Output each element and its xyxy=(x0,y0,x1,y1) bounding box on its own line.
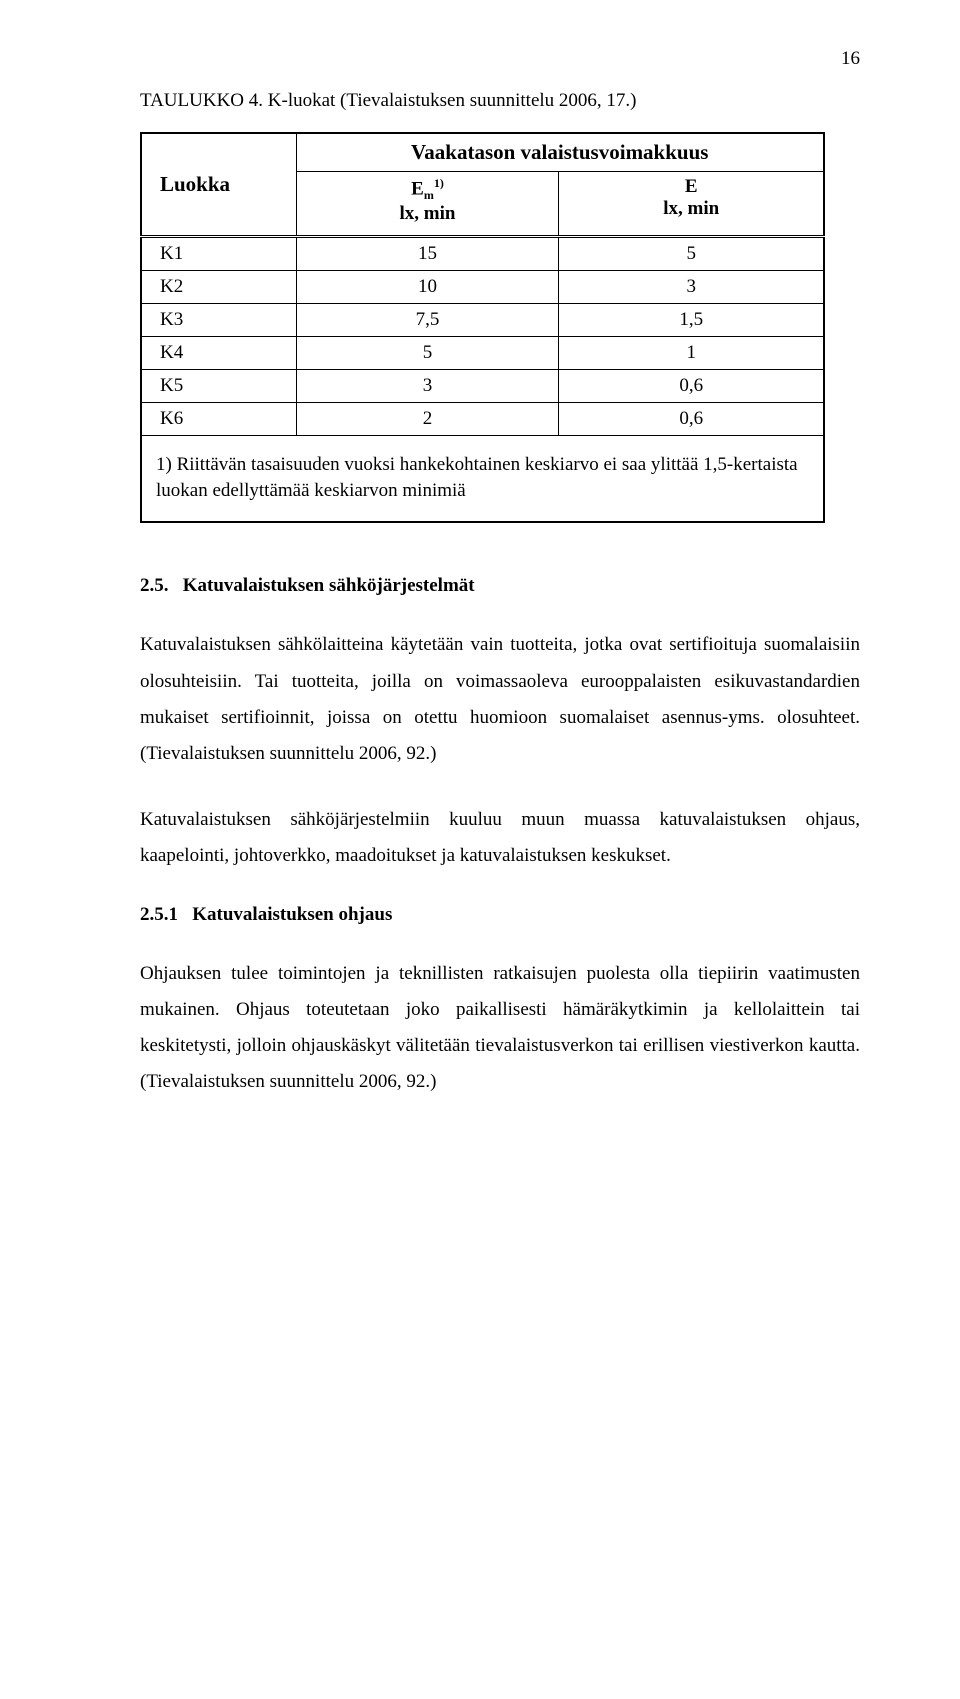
cell-em: 2 xyxy=(296,403,559,436)
cell-luokka: K2 xyxy=(141,271,296,304)
cell-em: 7,5 xyxy=(296,304,559,337)
table-row: K1 15 5 xyxy=(141,237,824,271)
table-row: K6 2 0,6 xyxy=(141,403,824,436)
section-heading-2-5: 2.5. Katuvalaistuksen sähköjärjestelmät xyxy=(140,575,860,597)
cell-em: 5 xyxy=(296,337,559,370)
cell-luokka: K4 xyxy=(141,337,296,370)
table-row: K3 7,5 1,5 xyxy=(141,304,824,337)
cell-luokka: K3 xyxy=(141,304,296,337)
paragraph: Katuvalaistuksen sähkölaitteina käytetää… xyxy=(140,627,860,771)
table-footnote-row: 1) Riittävän tasaisuuden vuoksi hankekoh… xyxy=(141,436,824,523)
cell-luokka: K5 xyxy=(141,370,296,403)
table-row: K4 5 1 xyxy=(141,337,824,370)
table-caption: TAULUKKO 4. K-luokat (Tievalaistuksen su… xyxy=(140,90,860,112)
col-header-em: Em1) lx, min xyxy=(296,172,559,237)
subsection-heading-2-5-1: 2.5.1 Katuvalaistuksen ohjaus xyxy=(140,904,860,926)
cell-em: 3 xyxy=(296,370,559,403)
cell-e: 5 xyxy=(559,237,824,271)
cell-e: 0,6 xyxy=(559,403,824,436)
table-footnote: 1) Riittävän tasaisuuden vuoksi hankekoh… xyxy=(141,436,824,523)
cell-e: 0,6 xyxy=(559,370,824,403)
table-row: K5 3 0,6 xyxy=(141,370,824,403)
cell-luokka: K1 xyxy=(141,237,296,271)
cell-em: 15 xyxy=(296,237,559,271)
cell-e: 1 xyxy=(559,337,824,370)
cell-em: 10 xyxy=(296,271,559,304)
col-header-luokka: Luokka xyxy=(141,133,296,237)
table-row: K2 10 3 xyxy=(141,271,824,304)
cell-e: 3 xyxy=(559,271,824,304)
col-header-e: E lx, min xyxy=(559,172,824,237)
cell-e: 1,5 xyxy=(559,304,824,337)
paragraph: Ohjauksen tulee toimintojen ja teknillis… xyxy=(140,956,860,1100)
col-header-group: Vaakatason valaistusvoimakkuus xyxy=(296,133,824,172)
cell-luokka: K6 xyxy=(141,403,296,436)
paragraph: Katuvalaistuksen sähköjärjestelmiin kuul… xyxy=(140,802,860,874)
table-k-luokat: Luokka Vaakatason valaistusvoimakkuus Em… xyxy=(140,132,825,523)
page-number: 16 xyxy=(841,48,860,70)
